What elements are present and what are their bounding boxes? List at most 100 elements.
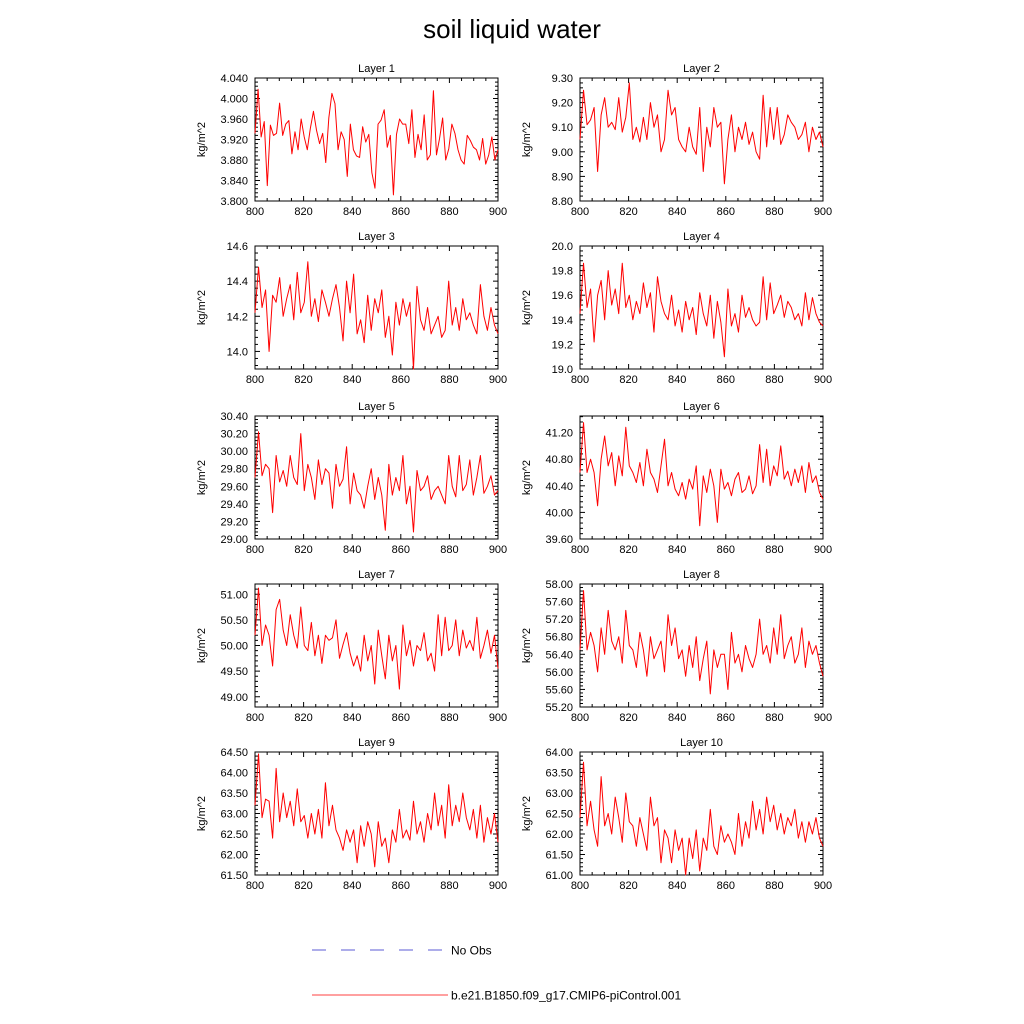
x-tick-label: 820 xyxy=(294,880,312,892)
y-tick-label: 39.60 xyxy=(545,534,573,546)
panel-layer-4: Layer 4 kg/m^2 800 820 840 860 880 900 19.0 19.2 1… xyxy=(521,231,832,386)
y-tick-label: 9.20 xyxy=(552,98,573,110)
x-tick-label: 800 xyxy=(571,544,589,556)
x-tick-label: 820 xyxy=(619,374,637,386)
x-tick-label: 860 xyxy=(392,544,410,556)
series-line xyxy=(254,753,499,868)
x-tick-label: 880 xyxy=(440,880,458,892)
y-axis-label: kg/m^2 xyxy=(196,122,208,157)
y-tick-label: 3.920 xyxy=(220,135,248,147)
x-tick-label: 800 xyxy=(571,206,589,218)
y-axis-label: kg/m^2 xyxy=(521,628,533,663)
panel-title: Layer 5 xyxy=(358,401,395,413)
x-tick-label: 900 xyxy=(489,880,507,892)
panel-layer-7: Layer 7 kg/m^2 800 820 840 860 880 900 49.00 49.5… xyxy=(196,569,507,724)
y-tick-label: 4.000 xyxy=(220,94,248,106)
x-tick-label: 860 xyxy=(392,712,410,724)
series-line xyxy=(254,88,499,196)
y-tick-label: 9.00 xyxy=(552,147,573,159)
series-line xyxy=(579,590,824,695)
x-tick-label: 900 xyxy=(489,712,507,724)
y-axis-label: kg/m^2 xyxy=(521,796,533,831)
plot-frame xyxy=(254,77,499,202)
y-tick-label: 29.80 xyxy=(220,464,248,476)
x-tick-label: 880 xyxy=(765,712,783,724)
x-tick-label: 900 xyxy=(489,544,507,556)
x-tick-label: 840 xyxy=(343,880,361,892)
y-tick-label: 51.00 xyxy=(220,589,248,601)
y-axis-label: kg/m^2 xyxy=(196,796,208,831)
y-tick-label: 57.20 xyxy=(545,614,573,626)
x-tick-label: 820 xyxy=(619,544,637,556)
x-tick-label: 820 xyxy=(294,374,312,386)
y-tick-label: 62.50 xyxy=(545,809,573,821)
y-tick-label: 29.20 xyxy=(220,516,248,528)
y-axis-label: kg/m^2 xyxy=(521,460,533,495)
y-tick-label: 29.00 xyxy=(220,534,248,546)
x-tick-label: 820 xyxy=(619,880,637,892)
x-tick-label: 840 xyxy=(668,374,686,386)
y-tick-label: 19.6 xyxy=(552,290,573,302)
y-tick-label: 3.960 xyxy=(220,114,248,126)
panel-layer-8: Layer 8 kg/m^2 800 820 840 860 880 900 55.20 55.6… xyxy=(521,569,832,724)
y-tick-label: 3.880 xyxy=(220,155,248,167)
y-tick-label: 19.2 xyxy=(552,339,573,351)
y-axis-label: kg/m^2 xyxy=(196,460,208,495)
y-tick-label: 57.60 xyxy=(545,597,573,609)
y-tick-label: 56.80 xyxy=(545,632,573,644)
series-line xyxy=(254,587,499,690)
x-tick-label: 800 xyxy=(246,712,264,724)
x-tick-label: 820 xyxy=(294,206,312,218)
y-tick-label: 62.00 xyxy=(545,829,573,841)
y-tick-label: 30.40 xyxy=(220,411,248,423)
y-tick-label: 30.20 xyxy=(220,429,248,441)
x-tick-label: 860 xyxy=(717,880,735,892)
panel-layer-2: Layer 2 kg/m^2 800 820 840 860 880 900 8.80 8.90 9… xyxy=(521,63,832,218)
x-tick-label: 820 xyxy=(619,712,637,724)
plot-frame xyxy=(254,583,499,708)
panel-layer-3: Layer 3 kg/m^2 800 820 840 860 880 900 14.0 14.2 1… xyxy=(196,231,507,386)
x-tick-label: 880 xyxy=(765,880,783,892)
x-tick-label: 800 xyxy=(571,712,589,724)
y-tick-label: 61.00 xyxy=(545,870,573,882)
y-tick-label: 14.4 xyxy=(227,276,248,288)
x-tick-label: 800 xyxy=(246,374,264,386)
panel-title: Layer 7 xyxy=(358,569,395,581)
x-tick-label: 900 xyxy=(814,712,832,724)
series-line xyxy=(254,431,499,533)
y-tick-label: 49.00 xyxy=(220,692,248,704)
y-tick-label: 56.00 xyxy=(545,667,573,679)
y-tick-label: 50.50 xyxy=(220,615,248,627)
panel-title: Layer 3 xyxy=(358,231,395,243)
y-tick-label: 63.50 xyxy=(545,768,573,780)
x-tick-label: 900 xyxy=(489,206,507,218)
y-tick-label: 4.040 xyxy=(220,73,248,85)
x-tick-label: 840 xyxy=(668,712,686,724)
x-tick-label: 900 xyxy=(489,374,507,386)
y-tick-label: 19.4 xyxy=(552,315,573,327)
x-tick-label: 820 xyxy=(619,206,637,218)
y-tick-label: 29.40 xyxy=(220,499,248,511)
x-tick-label: 860 xyxy=(717,544,735,556)
x-tick-label: 800 xyxy=(246,206,264,218)
panel-title: Layer 4 xyxy=(683,231,720,243)
x-tick-label: 880 xyxy=(765,374,783,386)
y-tick-label: 63.00 xyxy=(220,809,248,821)
figure-title: soil liquid water xyxy=(423,14,601,44)
x-tick-label: 840 xyxy=(668,206,686,218)
panel-layer-10: Layer 10 kg/m^2 800 820 840 860 880 900 61.00 61.… xyxy=(521,737,832,892)
y-tick-label: 64.00 xyxy=(220,768,248,780)
y-tick-label: 19.8 xyxy=(552,266,573,278)
x-tick-label: 800 xyxy=(571,880,589,892)
y-tick-label: 63.00 xyxy=(545,788,573,800)
y-tick-label: 14.2 xyxy=(227,311,248,323)
panel-title: Layer 2 xyxy=(683,63,720,75)
y-tick-label: 64.00 xyxy=(545,747,573,759)
series-line xyxy=(579,262,824,358)
x-tick-label: 840 xyxy=(343,544,361,556)
legend-no-obs-label: No Obs xyxy=(451,944,492,958)
y-tick-label: 55.60 xyxy=(545,684,573,696)
series-line xyxy=(579,82,824,185)
x-tick-label: 880 xyxy=(440,712,458,724)
